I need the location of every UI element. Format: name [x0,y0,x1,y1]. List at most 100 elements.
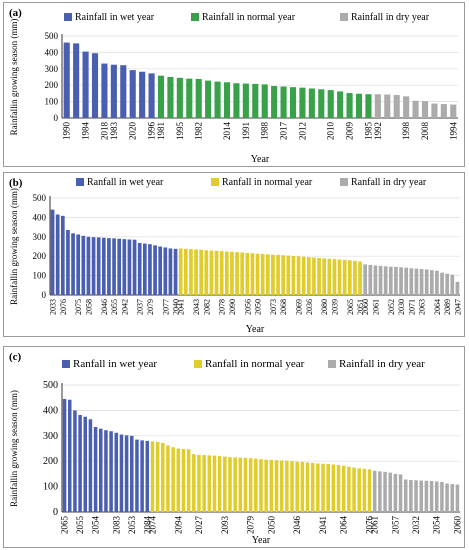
bar [440,272,444,295]
x-tick-label: 2043 [192,299,201,315]
x-tick-label: 2094 [173,516,183,535]
bar [363,264,368,295]
bar [450,104,457,118]
bar [186,449,191,512]
bar [183,248,188,295]
chart-c: (c) 0 100 200 300 400 500 Rainfallin growing se… [9,351,462,546]
bar [300,461,305,512]
bar [291,256,296,295]
y-tick-label: 0 [53,507,58,518]
x-tick-label: 1990 [62,122,72,141]
x-tick-label: 1988 [260,122,270,141]
x-tick-label: 1985 [363,122,373,141]
x-tick-label: 2042 [120,299,129,315]
y-tick-label: 500 [33,193,47,203]
bar [161,442,165,512]
chart-panel-c: (c) 0 100 200 300 400 500 Rainfallin growing se… [3,346,465,548]
x-axis-title: Year [246,324,265,335]
bar [119,434,124,512]
bar [312,257,316,295]
bar [157,75,165,118]
x-tick-label: 2057 [390,516,400,535]
bar [424,269,429,295]
x-tick-label: 1998 [401,122,411,141]
bar [86,236,91,295]
x-tick-label: 2065 [60,516,70,535]
chart-panel-a: (a) 0 100 200 300 400 500 Rainfallin growing se… [3,2,465,167]
x-tick-label: 2014 [222,122,232,141]
x-tick-label: 2037 [136,299,145,315]
bar [250,253,255,295]
bar [101,63,108,118]
bar [269,459,274,512]
x-tick-label: 2079 [246,516,256,535]
bar [455,281,460,295]
x-tick-label: 2033 [49,299,58,315]
bar [378,471,382,512]
bar [91,53,99,118]
bar [398,474,403,512]
x-tick-label: 2055 [75,516,85,535]
bar [261,84,268,118]
y-tick-label: 100 [33,271,47,281]
chart-a: (a) 0 100 200 300 400 500 Rainfallin growing se… [9,7,458,165]
bar [194,249,198,295]
y-axis-title: Rainfallin growing season (mm) [9,188,19,305]
bar [271,254,275,295]
bar [176,448,181,512]
bar [158,246,163,295]
bar [122,239,127,295]
bar [167,77,174,118]
bar [308,88,315,118]
bar [299,87,306,118]
bar [166,445,170,512]
x-tick-label: 2080 [320,299,329,315]
x-tick-label: 1991 [241,122,251,140]
bar [440,482,444,512]
x-tick-label: 2032 [411,516,421,534]
bar [305,462,310,512]
x-axis-title: Year [252,535,271,546]
x-tick-label: 2063 [418,299,427,315]
legend-swatch [328,360,336,368]
bar [318,89,325,118]
bar [243,457,248,512]
bar [431,103,438,118]
x-tick-label: 2041 [318,516,328,534]
bar [181,449,186,512]
x-tick-label: 2075 [74,299,83,315]
bar [255,253,260,295]
panel-label: (c) [9,351,22,363]
bar [242,83,249,118]
y-tick-label: 200 [45,80,59,90]
bar [82,51,89,118]
x-tick-label: 2058 [84,299,93,315]
y-tick-label: 200 [43,456,58,467]
chart-panel-b: (b) 0 100 200 300 400 500 Rainfallin growing se… [3,172,465,337]
legend-swatch [62,360,70,368]
bar [347,466,351,512]
bar [140,440,144,512]
bar [228,457,232,512]
x-tick-label: 2010 [326,122,336,141]
bar [107,238,111,295]
x-tick-label: 1981 [156,122,166,140]
legend-swatch [64,13,72,21]
x-tick-label: 2071 [407,299,416,315]
x-tick-label: 2054 [432,516,442,535]
bar [139,71,146,118]
bar [327,90,334,118]
bar [342,259,347,295]
bar [145,440,150,512]
x-tick-label: 1984 [81,122,91,141]
x-tick-label: 2083 [111,516,121,535]
bar [419,480,423,512]
bar [353,260,357,295]
x-tick-label: 2046 [292,516,302,535]
x-tick-label: 2076 [59,299,68,315]
bar [388,472,392,512]
bar [435,270,439,295]
x-tick-label: 2009 [345,122,355,141]
x-tick-label: 2017 [279,122,289,141]
bar [347,260,352,295]
